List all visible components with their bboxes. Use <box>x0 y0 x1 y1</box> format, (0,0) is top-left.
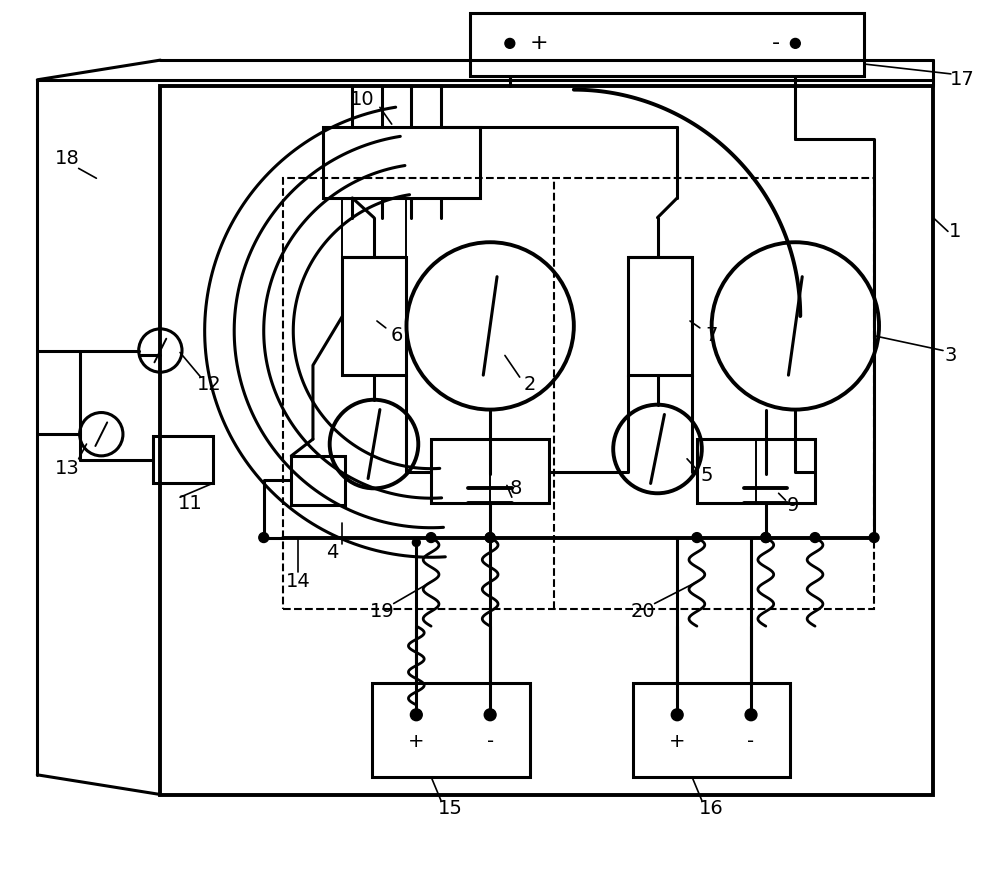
Text: 16: 16 <box>699 799 724 818</box>
Text: -: - <box>747 732 755 751</box>
Text: 2: 2 <box>523 375 536 394</box>
Text: 19: 19 <box>369 602 394 621</box>
Text: 18: 18 <box>54 149 79 168</box>
Text: +: + <box>669 732 685 751</box>
Circle shape <box>485 533 495 543</box>
Text: 7: 7 <box>705 326 718 345</box>
Bar <box>470 13 864 76</box>
Circle shape <box>671 709 683 721</box>
Bar <box>342 257 406 375</box>
Text: 20: 20 <box>630 602 655 621</box>
Bar <box>160 86 933 795</box>
Text: -: - <box>772 33 780 54</box>
Bar <box>291 456 345 505</box>
Bar <box>431 439 549 503</box>
Circle shape <box>810 533 820 543</box>
Text: 6: 6 <box>390 326 403 345</box>
Circle shape <box>485 533 495 543</box>
Text: 5: 5 <box>700 466 713 485</box>
Circle shape <box>761 533 771 543</box>
Circle shape <box>410 709 422 721</box>
Text: 11: 11 <box>178 493 202 512</box>
Bar <box>153 436 213 484</box>
Circle shape <box>484 709 496 721</box>
Circle shape <box>426 533 436 543</box>
Circle shape <box>692 533 702 543</box>
Text: 17: 17 <box>950 71 975 89</box>
Circle shape <box>790 38 800 48</box>
Text: +: + <box>408 732 425 751</box>
Text: 13: 13 <box>54 460 79 478</box>
Circle shape <box>869 533 879 543</box>
Bar <box>628 257 692 375</box>
Text: 3: 3 <box>945 346 957 365</box>
Text: 1: 1 <box>949 222 961 240</box>
Text: +: + <box>530 33 549 54</box>
Bar <box>372 683 530 777</box>
Text: 12: 12 <box>197 375 222 394</box>
Text: 9: 9 <box>787 495 800 515</box>
Bar <box>323 127 480 198</box>
Circle shape <box>505 38 515 48</box>
Bar <box>633 683 790 777</box>
Bar <box>697 439 815 503</box>
Circle shape <box>745 709 757 721</box>
Circle shape <box>259 533 269 543</box>
Circle shape <box>761 533 771 543</box>
Text: 8: 8 <box>510 479 522 498</box>
Text: -: - <box>487 732 494 751</box>
Circle shape <box>412 538 420 546</box>
Text: 10: 10 <box>350 90 374 109</box>
Bar <box>283 178 874 610</box>
Text: 4: 4 <box>326 543 339 561</box>
Text: 14: 14 <box>286 572 311 591</box>
Text: 15: 15 <box>438 799 463 818</box>
